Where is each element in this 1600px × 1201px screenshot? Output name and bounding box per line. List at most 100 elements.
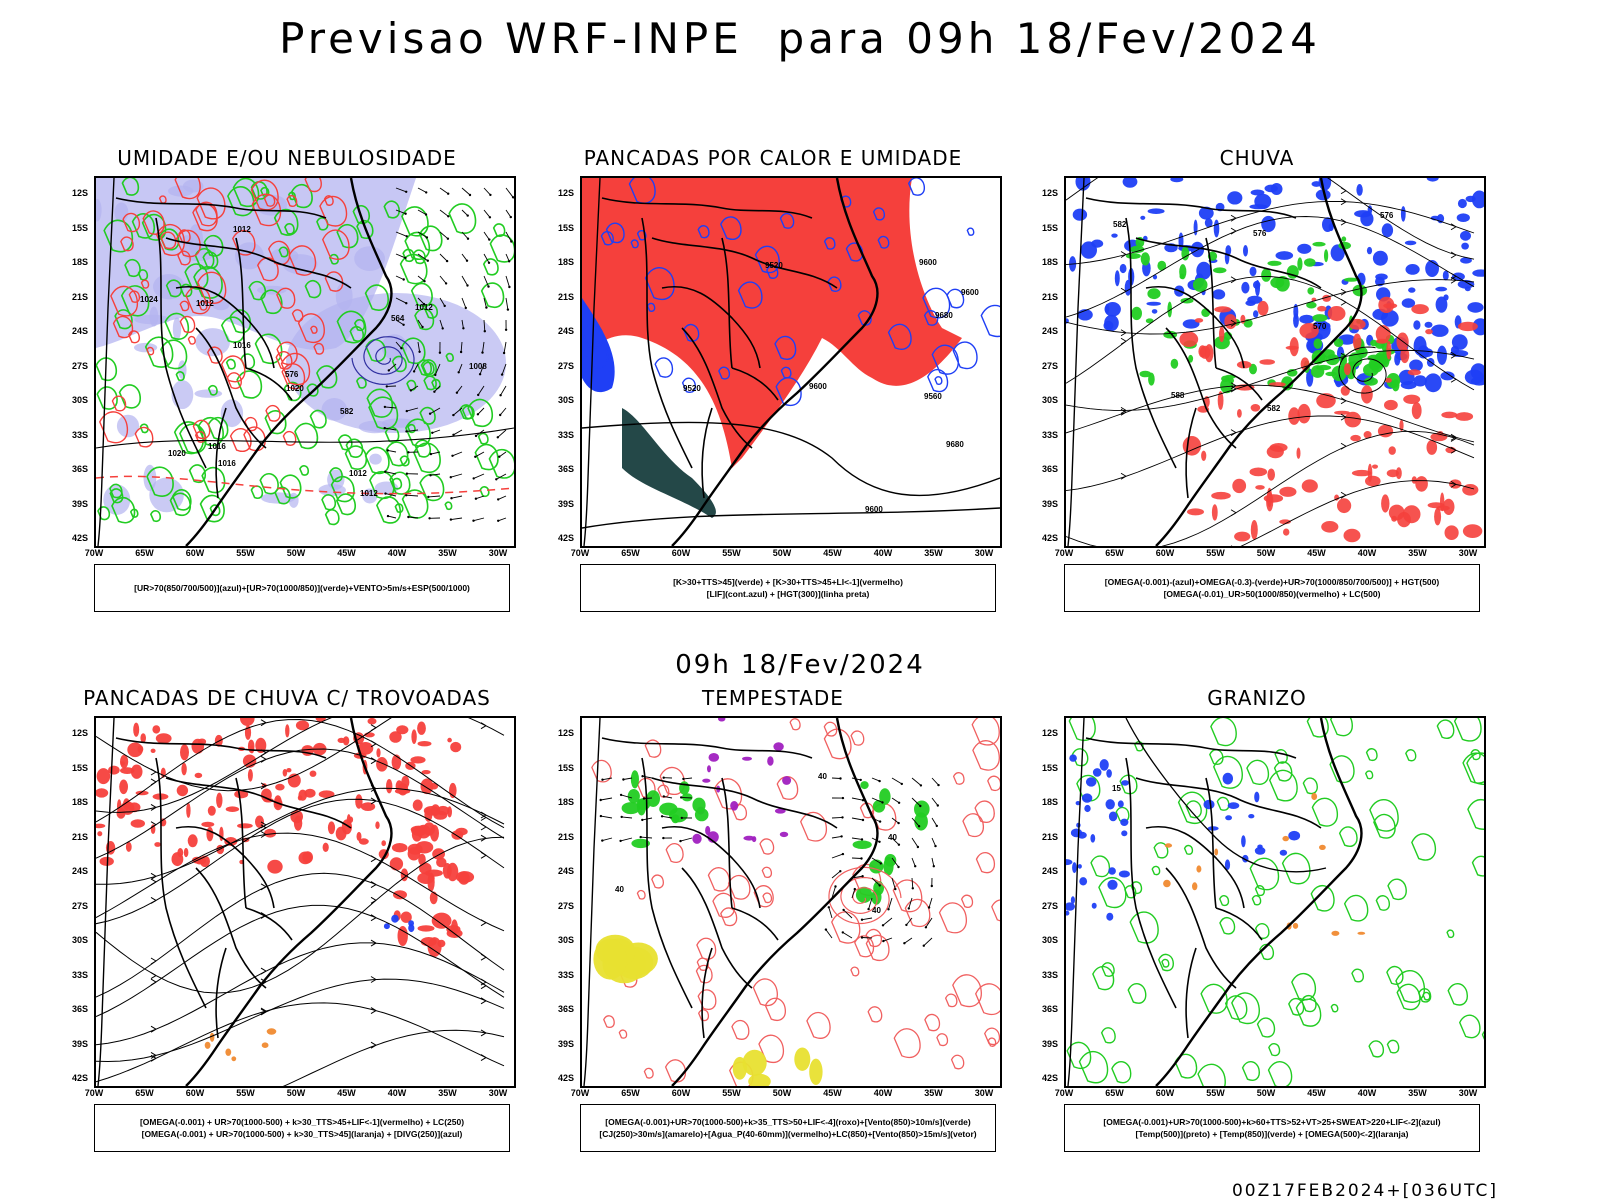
wind-vector (440, 210, 448, 216)
contour-label: 40 (872, 906, 881, 915)
wind-vector-head (481, 351, 483, 353)
rain-humidity-red (1463, 524, 1482, 538)
west-coastline (584, 718, 600, 1086)
hail-blue (1106, 769, 1112, 778)
panel-title: PANCADAS POR CALOR E UMIDADE (538, 146, 1008, 170)
water-vapour-contour (937, 1034, 948, 1046)
rain-omega-blue (1452, 334, 1468, 350)
hail-blue (1079, 877, 1087, 885)
contour-label: 576 (1380, 211, 1394, 220)
wind-vector (681, 838, 693, 841)
rain-omega-blue (1373, 251, 1388, 266)
rain-omega-blue (1105, 304, 1109, 314)
low-humidity-contour (449, 204, 475, 233)
wind-vector-head (499, 414, 501, 416)
wind-vector-head (621, 816, 623, 818)
storm-red (336, 827, 347, 841)
rain-humidity-red (1258, 301, 1269, 316)
storm-red (450, 742, 461, 752)
rain-omega-green (1180, 274, 1185, 280)
streamline-arrowhead (1341, 492, 1346, 498)
omega-orange (1319, 845, 1326, 850)
temperature-850-contour (1296, 999, 1320, 1026)
wind-vector-head (444, 305, 446, 307)
temperature-850-contour (1376, 896, 1389, 910)
lifted-index-contour (935, 377, 942, 384)
severe-storm-purple (707, 765, 711, 772)
storm-red (419, 863, 432, 875)
hail-blue (1241, 835, 1246, 847)
wind-vector-head (498, 456, 500, 458)
wind-850-green (914, 812, 928, 830)
latitude-label: 33S (538, 430, 574, 440)
wind-vector-head (842, 909, 844, 911)
humidity-blob (354, 246, 385, 271)
wind-vector (829, 907, 832, 918)
water-vapour-contour (763, 893, 771, 902)
contour-label: 9680 (935, 311, 953, 320)
latitude-label: 27S (538, 901, 574, 911)
streamline-arrowhead (1341, 219, 1346, 225)
wind-vector (852, 838, 862, 839)
wind-vector-head (499, 394, 501, 396)
hail-blue (1280, 850, 1287, 856)
rain-omega-blue (1148, 208, 1165, 214)
hail-blue (1204, 800, 1215, 810)
longitude-label: 45W (327, 548, 367, 558)
storm-red (381, 840, 386, 846)
rain-omega-blue (1115, 270, 1120, 286)
wind-vector-head (439, 352, 441, 354)
temperature-850-contour (1130, 912, 1158, 943)
low-humidity-contour (251, 486, 262, 498)
wind-vector-head (503, 352, 505, 354)
rain-omega-blue (1111, 234, 1117, 238)
wind-vector-head (641, 775, 643, 777)
legend-box: [OMEGA(-0.001) + UR>70(1000-500) + k>30_… (94, 1104, 510, 1152)
rain-omega-blue (1227, 191, 1242, 204)
wind-vector (388, 516, 396, 518)
longitude-label: 35W (914, 1088, 954, 1098)
rain-humidity-red (1350, 435, 1361, 441)
wind-vector-head (458, 371, 460, 373)
rain-humidity-red (1250, 468, 1268, 477)
thickness-contour (245, 418, 257, 431)
rain-omega-blue (1431, 325, 1449, 337)
storm-red (186, 803, 190, 818)
legend-text: [OMEGA(-0.01)_UR>50(1000/850)(vermelho) … (1164, 588, 1381, 600)
wind-vector (418, 188, 426, 192)
wind-vector-head (466, 284, 468, 286)
water-vapour-contour (905, 899, 929, 926)
water-vapour-contour (729, 876, 750, 900)
contour-label: 576 (1253, 229, 1267, 238)
latitude-label: 36S (52, 464, 88, 474)
severe-storm-purple (709, 753, 720, 762)
wind-vector (506, 298, 508, 310)
longitude-label: 55W (1196, 548, 1236, 558)
storm-red (304, 789, 315, 798)
wind-vector-head (925, 926, 927, 928)
temperature-850-contour (1269, 1044, 1280, 1056)
latitude-label: 18S (52, 797, 88, 807)
contour-label: 9680 (946, 440, 964, 449)
temperature-850-contour (1159, 954, 1174, 970)
wind-vector-head (861, 875, 863, 877)
state-border (1186, 948, 1196, 1038)
rain-humidity-red (1214, 306, 1231, 312)
contour-label: 9600 (865, 505, 883, 514)
contour-label: 15 (1112, 784, 1121, 793)
rain-omega-blue (1140, 216, 1145, 220)
water-vapour-contour (604, 1016, 614, 1028)
west-coastline (1068, 718, 1084, 1086)
wind-vector (462, 254, 467, 261)
longitude-label: 60W (1145, 1088, 1185, 1098)
wind-vector (451, 518, 462, 520)
wind-vector-head (622, 778, 624, 780)
wind-vector (622, 817, 632, 818)
wind-vector-head (510, 216, 512, 218)
temperature-850-contour (1198, 1064, 1225, 1086)
wind-vector (603, 778, 613, 780)
wind-vector (832, 871, 840, 878)
temperature-850-contour (1397, 984, 1420, 1009)
storm-red (120, 767, 134, 774)
